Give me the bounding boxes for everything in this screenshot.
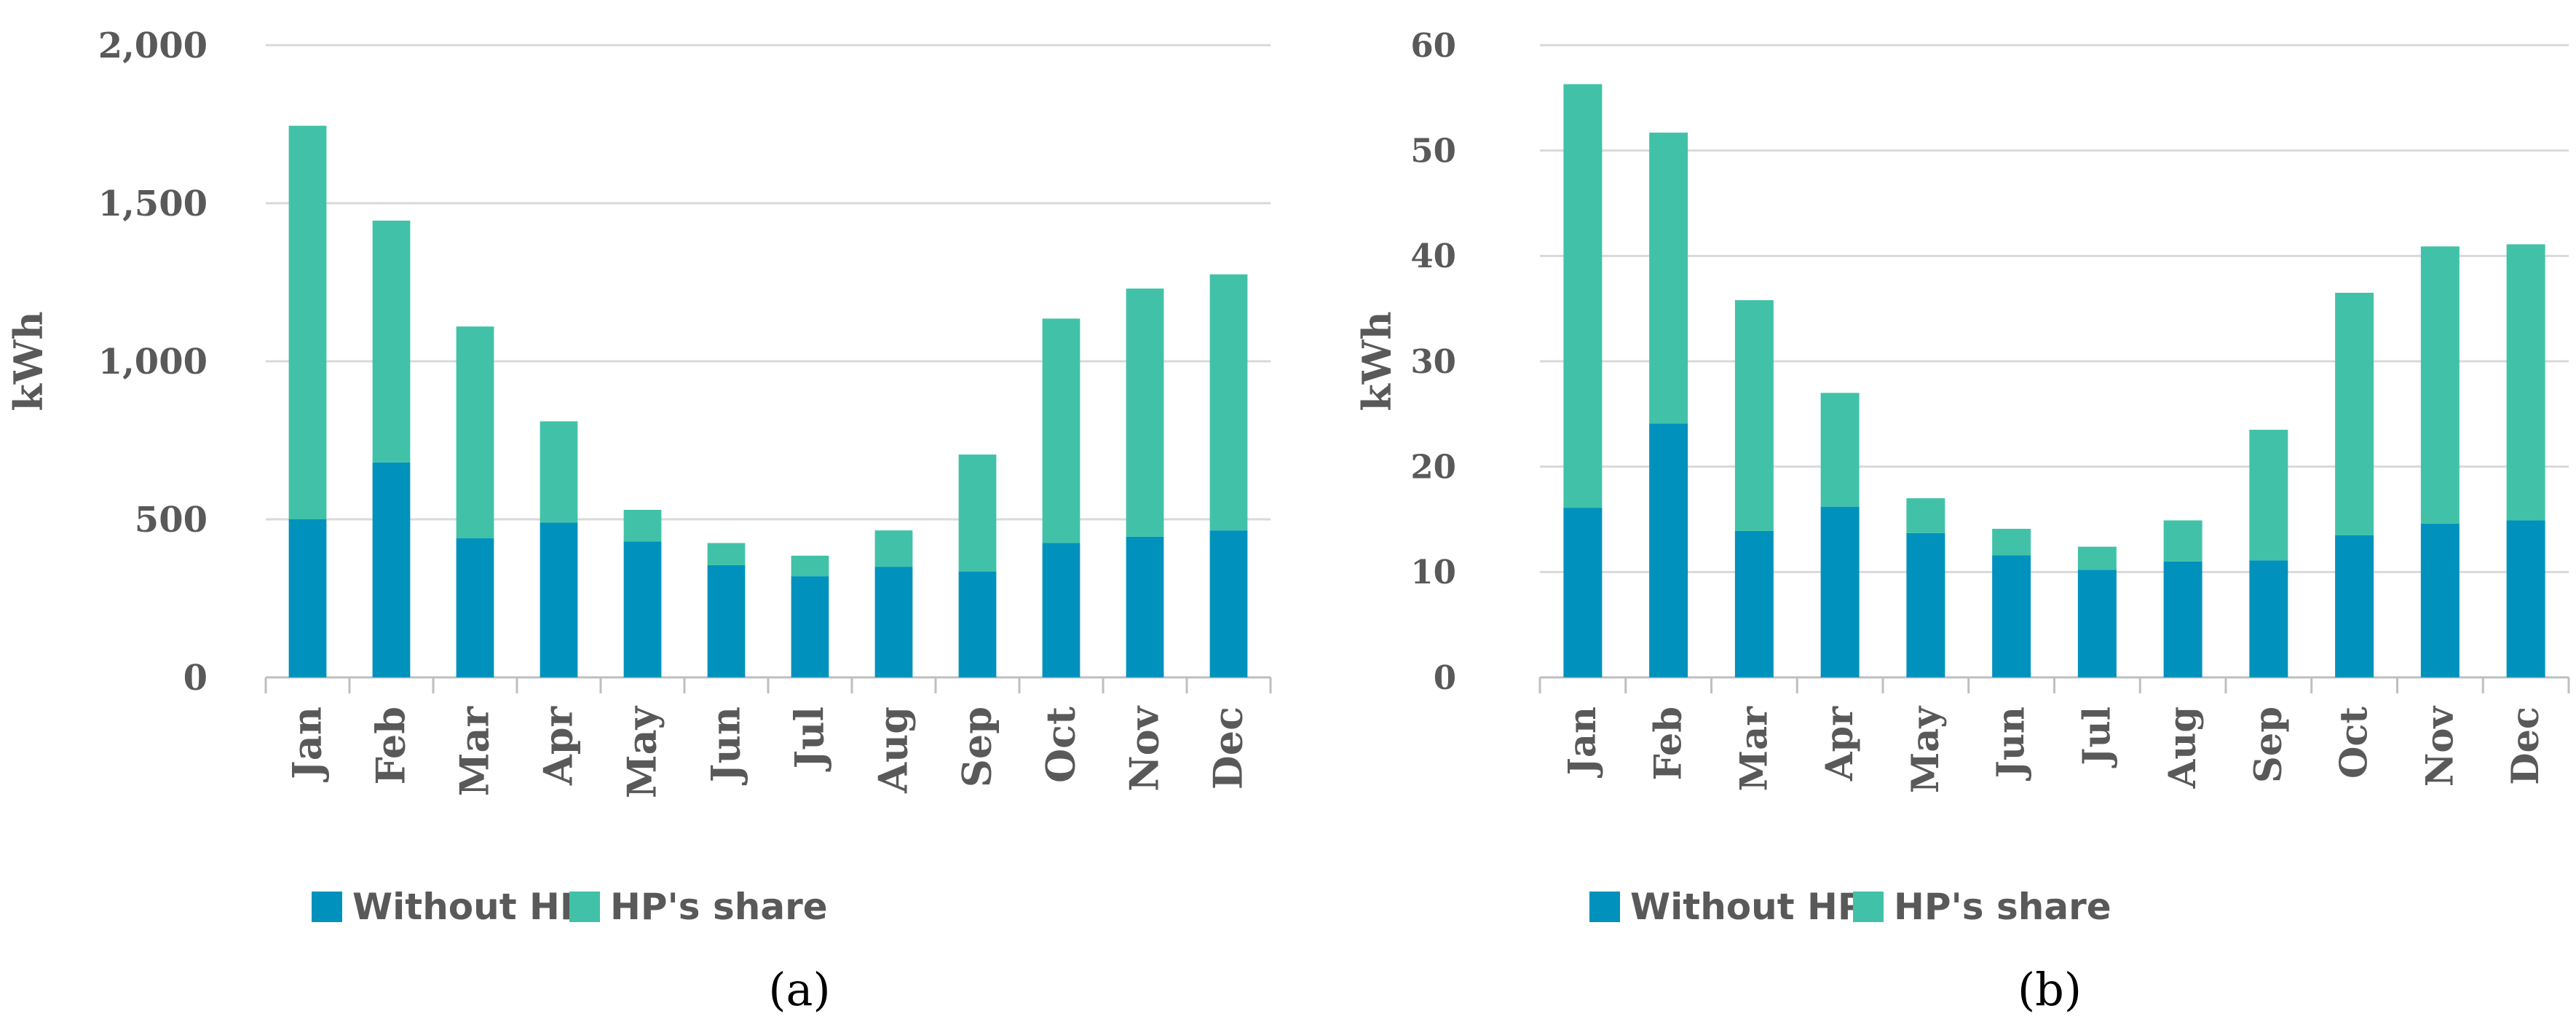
x-tick-label: Jan: [1561, 707, 1605, 778]
x-tick-label: Feb: [368, 707, 414, 785]
bar-hp-share-jan: [1563, 84, 1603, 508]
y-tick-label: 40: [1410, 237, 1456, 275]
y-tick-label: 1,500: [98, 184, 208, 224]
bar-without-hp-jun: [707, 564, 746, 677]
bar-hp-share-jul: [791, 555, 829, 577]
y-axis-label: kWh: [5, 311, 52, 411]
bar-hp-share-feb: [372, 220, 411, 463]
bar-hp-share-dec: [2506, 244, 2545, 521]
bar-hp-share-jul: [2077, 546, 2117, 570]
x-tick-label: Feb: [1647, 707, 1691, 781]
bar-without-hp-dec: [1209, 530, 1248, 677]
legend-label-without-hp: Without HP: [352, 886, 587, 928]
bar-without-hp-nov: [2420, 523, 2460, 677]
x-tick-label: Oct: [1038, 707, 1084, 783]
x-tick-label: Mar: [451, 706, 498, 796]
x-tick-label: Jun: [1990, 707, 2034, 781]
bar-without-hp-nov: [1126, 536, 1164, 677]
bar-hp-share-jan: [288, 125, 327, 520]
x-tick-label: Jul: [786, 707, 833, 771]
y-axis-label: kWh: [1354, 311, 1400, 411]
bar-hp-share-may: [1906, 498, 1945, 533]
bar-without-hp-jul: [2077, 570, 2117, 677]
legend-swatch-without-hp: [312, 892, 342, 922]
chart-b: 0 10 20 30 40 50 60 Jan Feb Mar Apr May Jun Jul Aug Sep…: [1354, 26, 2570, 1016]
x-tick-label: Sep: [2247, 707, 2291, 783]
bar-hp-share-nov: [1126, 288, 1164, 537]
bar-without-hp-apr: [1820, 506, 1860, 677]
x-tick-label: May: [1904, 706, 1948, 793]
y-tick-label: 50: [1410, 131, 1456, 170]
bar-without-hp-feb: [1649, 423, 1688, 677]
bar-without-hp-oct: [1042, 543, 1080, 677]
bar-hp-share-apr: [1820, 393, 1860, 507]
y-tick-label: 1,000: [98, 342, 208, 382]
x-tick-label: Apr: [535, 706, 582, 786]
x-tick-label: Apr: [1818, 706, 1862, 782]
chart-a: 0 500 1,000 1,500 2,000 Jan Feb Mar Apr May Jun Jul…: [5, 25, 1272, 1016]
y-tick-label: 10: [1410, 553, 1456, 591]
x-tick-label: Nov: [2418, 706, 2462, 787]
bar-hp-share-sep: [2249, 430, 2288, 561]
x-tick-label: Dec: [2504, 707, 2548, 785]
legend-label-hp-share: HP's share: [610, 886, 828, 928]
bar-without-hp-aug: [874, 567, 913, 677]
bar-hp-share-dec: [1209, 274, 1248, 531]
bar-without-hp-sep: [2249, 560, 2288, 677]
legend-label-hp-share: HP's share: [1894, 886, 2111, 928]
bar-without-hp-apr: [540, 522, 578, 677]
y-tick-label: 0: [1434, 658, 1456, 697]
bar-hp-share-mar: [456, 326, 494, 539]
bar-hp-share-may: [623, 509, 662, 542]
y-tick-label: 20: [1410, 447, 1456, 486]
bar-hp-share-sep: [958, 455, 997, 572]
y-tick-label: 60: [1410, 26, 1456, 65]
bar-without-hp-may: [623, 541, 662, 677]
bar-hp-share-jun: [1992, 529, 2031, 556]
bar-without-hp-jan: [288, 519, 327, 677]
bar-without-hp-oct: [2335, 535, 2374, 677]
bar-hp-share-jun: [707, 543, 746, 565]
bar-without-hp-mar: [1734, 530, 1774, 677]
legend-swatch-hp-share: [1853, 892, 1884, 922]
bar-hp-share-oct: [1042, 318, 1080, 543]
x-tick-label: May: [619, 705, 665, 798]
bar-hp-share-aug: [2163, 520, 2202, 562]
bar-without-hp-dec: [2506, 520, 2545, 677]
x-tick-label: Jul: [2075, 707, 2119, 768]
y-tick-label: 2,000: [98, 25, 208, 66]
bar-without-hp-jan: [1563, 508, 1603, 677]
bar-without-hp-aug: [2163, 561, 2202, 677]
x-tick-label: Jun: [703, 707, 749, 785]
x-tick-label: Dec: [1205, 707, 1252, 790]
bar-without-hp-sep: [958, 571, 997, 677]
x-tick-label: Nov: [1121, 705, 1168, 791]
y-tick-label: 0: [183, 658, 208, 699]
bar-hp-share-mar: [1734, 300, 1774, 531]
bar-without-hp-jul: [791, 576, 829, 677]
legend-swatch-hp-share: [569, 892, 600, 922]
bar-without-hp-may: [1906, 532, 1945, 677]
figure-caption: (a): [768, 963, 830, 1016]
x-tick-label: Sep: [954, 707, 1000, 787]
bar-hp-share-oct: [2335, 292, 2374, 535]
x-tick-label: Oct: [2333, 707, 2377, 779]
x-tick-label: Aug: [870, 707, 917, 794]
x-tick-label: Aug: [2161, 707, 2205, 789]
legend-swatch-without-hp: [1589, 892, 1620, 922]
figure-caption: (b): [2018, 963, 2082, 1016]
bar-hp-share-nov: [2420, 246, 2460, 524]
bar-hp-share-aug: [874, 530, 913, 567]
y-tick-label: 500: [135, 500, 208, 540]
y-tick-label: 30: [1410, 342, 1456, 381]
x-tick-label: Mar: [1732, 706, 1776, 791]
bar-hp-share-apr: [540, 421, 578, 523]
x-tick-label: Jan: [284, 707, 331, 782]
legend-label-without-hp: Without HP: [1630, 886, 1865, 928]
bar-hp-share-feb: [1649, 133, 1688, 424]
bar-without-hp-feb: [372, 462, 411, 677]
bar-without-hp-mar: [456, 538, 494, 677]
bar-without-hp-jun: [1992, 555, 2031, 677]
